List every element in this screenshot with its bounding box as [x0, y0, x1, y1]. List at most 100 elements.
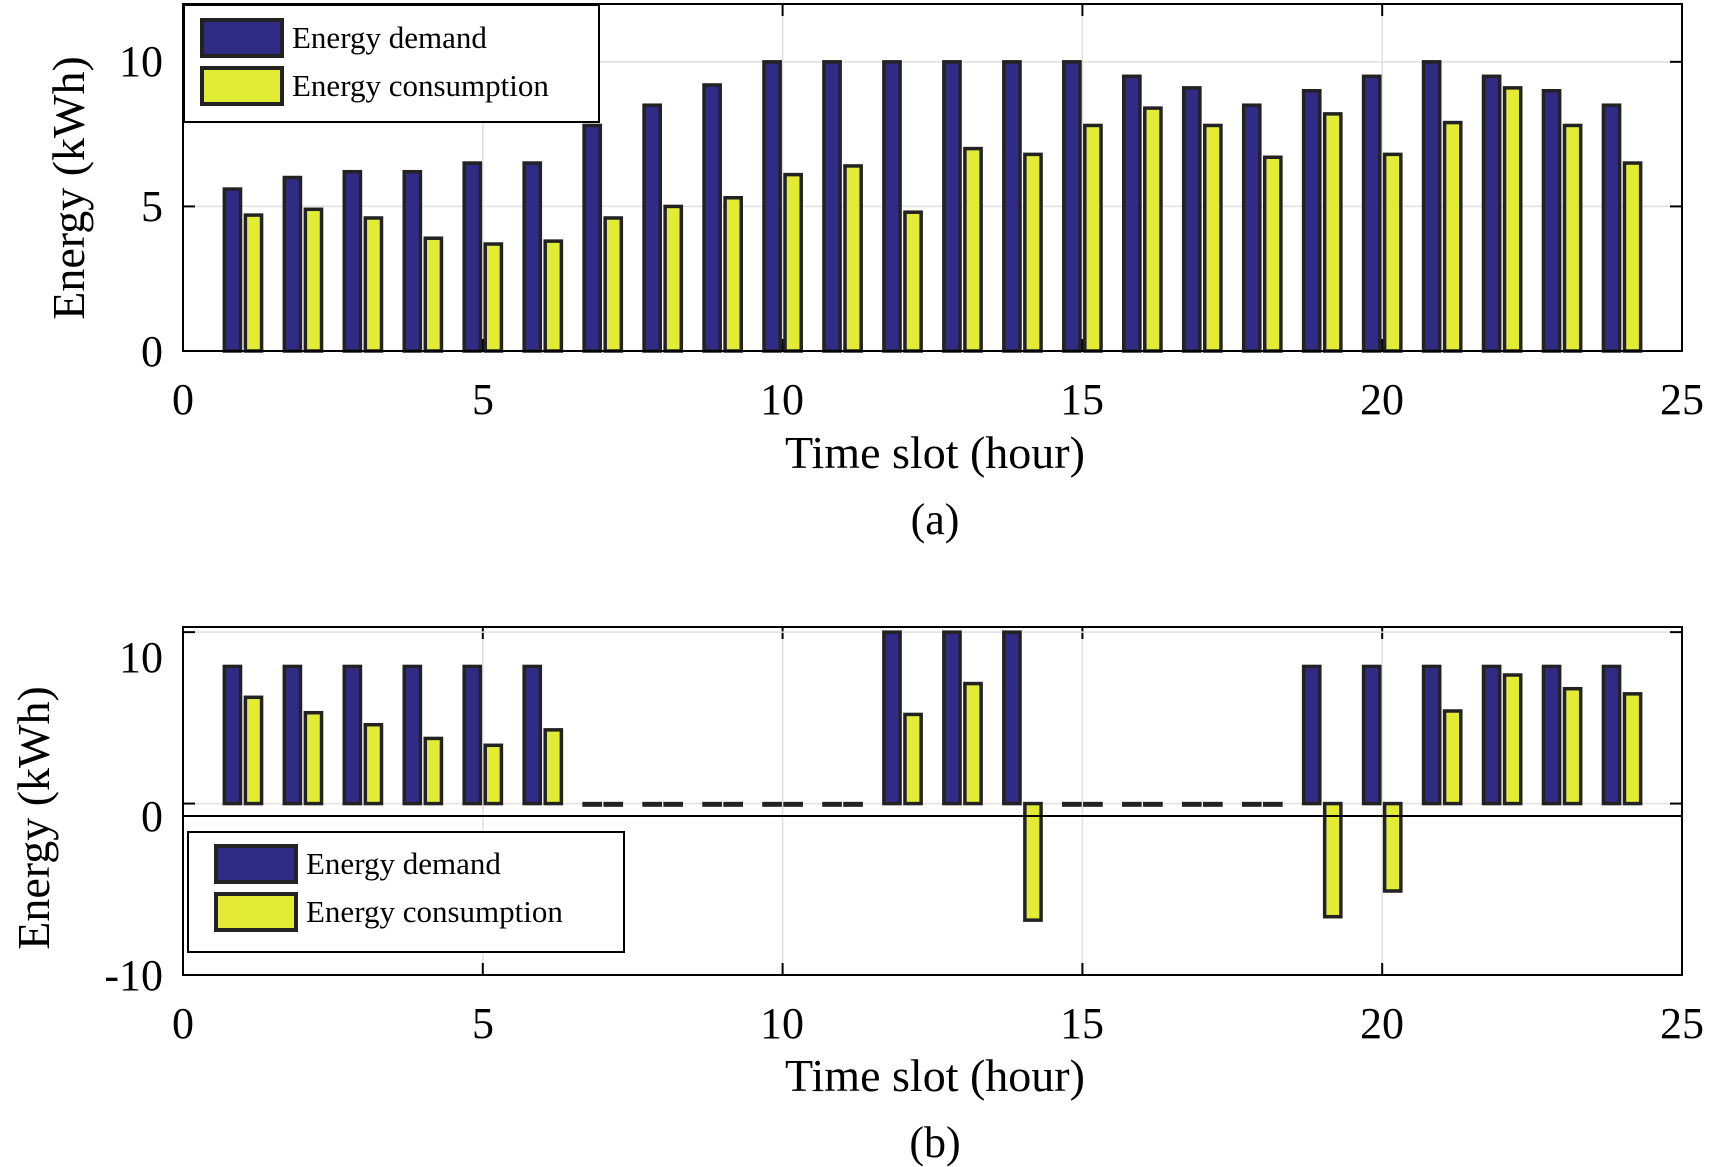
chart-b-demand-bar: [942, 630, 962, 806]
chart-b-demand-bar: [882, 630, 902, 806]
chart-a-demand-bar: [1361, 74, 1382, 353]
chart-b-xlabel: Time slot (hour): [785, 1050, 1085, 1101]
chart-b-consumption-bar: [1322, 801, 1343, 919]
chart-b-demand-bar: [702, 801, 722, 807]
chart-b-demand-bar: [222, 664, 243, 806]
chart-a-demand-bar: [642, 103, 663, 353]
chart-a-ytick-label: 0: [141, 327, 163, 376]
chart-b-xtick-label: 0: [172, 999, 194, 1048]
chart-a-demand-bar: [402, 169, 423, 353]
chart-b-caption: (b): [909, 1118, 960, 1167]
chart-a-consumption-bar: [1083, 123, 1103, 353]
chart-b-consumption-bar: [1202, 801, 1223, 807]
chart-b-demand-bar: [402, 664, 423, 806]
chart-a-demand-bar: [342, 169, 363, 353]
chart-a-consumption-bar: [1442, 120, 1463, 353]
chart-a-demand-bar: [522, 161, 543, 353]
chart-b-consumption-bar: [423, 736, 444, 806]
chart-a-demand-bar: [582, 123, 603, 353]
chart-a-consumption-bar: [1502, 86, 1523, 353]
chart-b-demand-bar: [522, 664, 543, 806]
chart-a: 0 5 10 15 20 25 0 5 10 Time slot (hour) …: [43, 3, 1704, 544]
chart-b-demand-bar: [1062, 801, 1082, 807]
chart-b-bars: [222, 630, 1643, 922]
chart-b-consumption-bar: [303, 710, 324, 806]
chart-a-consumption-bar: [603, 216, 624, 353]
chart-b-ytick-label: 10: [119, 633, 163, 682]
chart-b-consumption-bar: [1442, 709, 1463, 806]
chart-b-demand-bar: [642, 801, 663, 807]
chart-b-legend-swatch-consumption: [214, 892, 298, 932]
chart-b-consumption-bar: [963, 681, 983, 806]
chart-a-xtick-label: 0: [172, 375, 194, 424]
chart-a-xlabel: Time slot (hour): [785, 427, 1085, 478]
chart-b-consumption-bar: [1023, 801, 1043, 922]
chart-a-demand-bar: [1481, 74, 1502, 353]
chart-b-consumption-bar: [1262, 801, 1283, 807]
chart-b-consumption-bar: [1622, 692, 1643, 806]
chart-a-consumption-bar: [1262, 155, 1283, 353]
chart-b-demand-bar: [1181, 801, 1202, 807]
chart-a-ytick-label: 10: [119, 37, 163, 86]
chart-b-ylabel: Energy (kWh): [8, 686, 59, 950]
chart-a-demand-bar: [1121, 74, 1142, 353]
chart-a-consumption-bar: [243, 213, 264, 353]
chart-b-consumption-bar: [1382, 801, 1403, 893]
chart-b-xtick-label: 25: [1660, 999, 1704, 1048]
chart-b-demand-bar: [1301, 664, 1322, 806]
chart-a-demand-bar: [822, 60, 842, 353]
chart-a-demand-bar: [1002, 60, 1022, 353]
chart-a-xtick-label: 5: [472, 375, 494, 424]
chart-b-consumption-bar: [1562, 686, 1583, 806]
chart-b-demand-bar: [462, 664, 483, 806]
chart-b-consumption-bar: [903, 712, 923, 806]
chart-a-demand-bar: [882, 60, 902, 353]
chart-b-consumption-bar: [1502, 673, 1523, 806]
chart-a-demand-bar: [1062, 60, 1082, 353]
chart-b-consumption-bar: [1143, 801, 1163, 807]
chart-b-consumption-bar: [843, 801, 863, 807]
chart-b-demand-bar: [1241, 801, 1262, 807]
chart-a-consumption-bar: [303, 207, 324, 353]
chart-a-xtick-label: 20: [1360, 375, 1404, 424]
chart-b-xtick-label: 15: [1060, 999, 1104, 1048]
chart-a-consumption-bar: [783, 172, 803, 353]
chart-b-xtick-label: 5: [472, 999, 494, 1048]
chart-b-consumption-bar: [603, 801, 624, 807]
chart-a-demand-bar: [282, 175, 303, 353]
chart-b: 0 5 10 15 20 25 -10 0 10 Time slot (hour…: [8, 626, 1704, 1167]
chart-a-xtick-label: 25: [1660, 375, 1704, 424]
chart-b-demand-bar: [1481, 664, 1502, 806]
chart-a-ytick-label: 5: [141, 182, 163, 231]
chart-a-legend: Energy demand Energy consumption: [183, 4, 600, 123]
chart-b-consumption-bar: [723, 801, 744, 807]
chart-a-consumption-bar: [1143, 106, 1163, 353]
chart-b-consumption-bar: [1083, 801, 1103, 807]
chart-a-demand-bar: [942, 60, 962, 353]
chart-b-demand-bar: [1601, 664, 1622, 806]
chart-b-legend: Energy demand Energy consumption: [187, 831, 625, 953]
chart-b-demand-bar: [1421, 664, 1442, 806]
chart-b-xtick-label: 10: [760, 999, 804, 1048]
chart-b-consumption-bar: [783, 801, 803, 807]
chart-b-legend-label: Energy consumption: [306, 894, 563, 929]
chart-a-consumption-bar: [903, 210, 923, 353]
chart-b-consumption-bar: [543, 728, 564, 806]
chart-a-consumption-bar: [1382, 152, 1403, 353]
chart-b-consumption-bar: [483, 743, 504, 806]
chart-b-demand-bar: [282, 664, 303, 806]
chart-b-xtick-label: 20: [1360, 999, 1404, 1048]
chart-a-consumption-bar: [363, 216, 384, 353]
chart-b-demand-bar: [342, 664, 363, 806]
chart-a-demand-bar: [1421, 60, 1442, 353]
chart-a-xtick-label: 15: [1060, 375, 1104, 424]
chart-a-legend-label: Energy consumption: [292, 68, 549, 103]
chart-a-demand-bar: [762, 60, 782, 353]
chart-a-consumption-bar: [1322, 112, 1343, 353]
chart-a-consumption-bar: [1023, 152, 1043, 353]
chart-a-demand-bar: [1601, 103, 1622, 353]
chart-a-ylabel: Energy (kWh): [43, 56, 94, 320]
chart-a-xtick-label: 10: [760, 375, 804, 424]
chart-a-consumption-bar: [483, 242, 504, 353]
